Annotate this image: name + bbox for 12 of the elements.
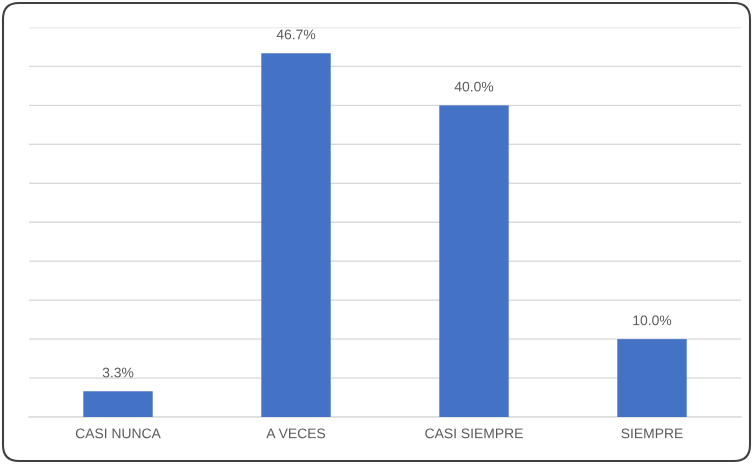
x-tick-label: CASI NUNCA xyxy=(76,428,161,438)
data-label: 40.0% xyxy=(454,82,494,92)
data-label: 3.3% xyxy=(102,368,134,378)
bar xyxy=(83,391,153,417)
data-label: 10.0% xyxy=(633,315,672,326)
data-label: 46.7% xyxy=(276,30,316,40)
x-tick-label: SIEMPRE xyxy=(621,428,683,438)
bar xyxy=(261,53,331,417)
x-tick-label: CASI SIEMPRE xyxy=(425,428,523,438)
x-tick-label: A VECES xyxy=(266,428,326,438)
bar xyxy=(617,339,687,417)
bar xyxy=(439,105,509,417)
